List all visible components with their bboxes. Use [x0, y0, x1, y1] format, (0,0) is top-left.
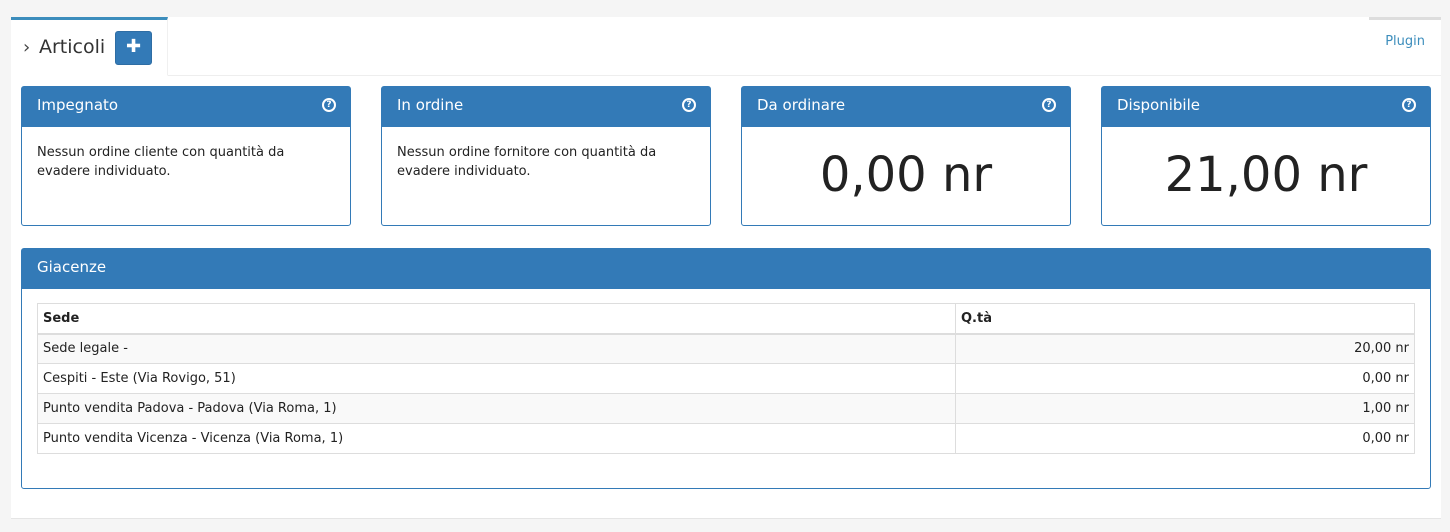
- tab-bar: › Articoli ✚ Plugin: [11, 17, 1441, 76]
- box-title: Da ordinare: [757, 96, 846, 114]
- box-in-ordine: In ordine? Nessun ordine fornitore con q…: [381, 86, 711, 226]
- panel-title: Giacenze: [22, 249, 1430, 289]
- help-icon[interactable]: ?: [682, 98, 696, 112]
- cell-sede: Cespiti - Este (Via Rovigo, 51): [37, 363, 956, 394]
- cell-sede: Punto vendita Padova - Padova (Via Roma,…: [37, 393, 956, 424]
- giacenze-table: Sede Q.tà Sede legale -20,00 nr Cespiti …: [37, 303, 1415, 454]
- help-icon[interactable]: ?: [1042, 98, 1056, 112]
- table-row: Cespiti - Este (Via Rovigo, 51) 0,00 nr: [37, 363, 1415, 394]
- cell-qta: 0,00 nr: [955, 423, 1415, 454]
- cell-qta: 1,00 nr: [955, 393, 1415, 424]
- box-title: In ordine: [397, 96, 464, 114]
- box-title: Impegnato: [37, 96, 119, 114]
- add-article-button[interactable]: ✚: [115, 31, 152, 65]
- box-impegnato: Impegnato? Nessun ordine cliente con qua…: [21, 86, 351, 226]
- chevron-right-icon[interactable]: ›: [23, 37, 31, 58]
- box-text: Nessun ordine fornitore con quantità da …: [397, 145, 657, 179]
- column-header-qta: Q.tà: [955, 303, 1415, 335]
- help-icon[interactable]: ?: [1402, 98, 1416, 112]
- table-row: Punto vendita Vicenza - Vicenza (Via Rom…: [37, 423, 1415, 454]
- help-icon[interactable]: ?: [322, 98, 336, 112]
- tab-articoli[interactable]: › Articoli ✚: [11, 17, 168, 76]
- box-text: Nessun ordine cliente con quantità da ev…: [37, 145, 285, 179]
- box-title: Disponibile: [1117, 96, 1200, 114]
- box-disponibile: Disponibile? 21,00 nr: [1101, 86, 1431, 226]
- cell-sede: Sede legale -: [37, 333, 956, 364]
- page-title: Articoli: [39, 36, 106, 58]
- table-header: Sede Q.tà: [37, 303, 1415, 335]
- table-row: Punto vendita Padova - Padova (Via Roma,…: [37, 393, 1415, 424]
- box-value: 0,00 nr: [819, 147, 993, 203]
- cell-qta: 0,00 nr: [955, 363, 1415, 394]
- table-row: Sede legale -20,00 nr: [37, 333, 1415, 364]
- tab-plugin[interactable]: Plugin: [1369, 17, 1441, 76]
- plus-icon: ✚: [125, 36, 142, 57]
- column-header-sede: Sede: [37, 303, 956, 335]
- box-value: 21,00 nr: [1164, 147, 1368, 203]
- giacenze-panel: Giacenze Sede Q.tà Sede legale -20,00 nr…: [21, 248, 1431, 489]
- cell-qta: 20,00 nr: [955, 333, 1415, 364]
- cell-sede: Punto vendita Vicenza - Vicenza (Via Rom…: [37, 423, 956, 454]
- tab-plugin-label[interactable]: Plugin: [1385, 34, 1425, 49]
- box-da-ordinare: Da ordinare? 0,00 nr: [741, 86, 1071, 226]
- article-page: › Articoli ✚ Plugin Impegnato? Nessun or…: [11, 17, 1441, 519]
